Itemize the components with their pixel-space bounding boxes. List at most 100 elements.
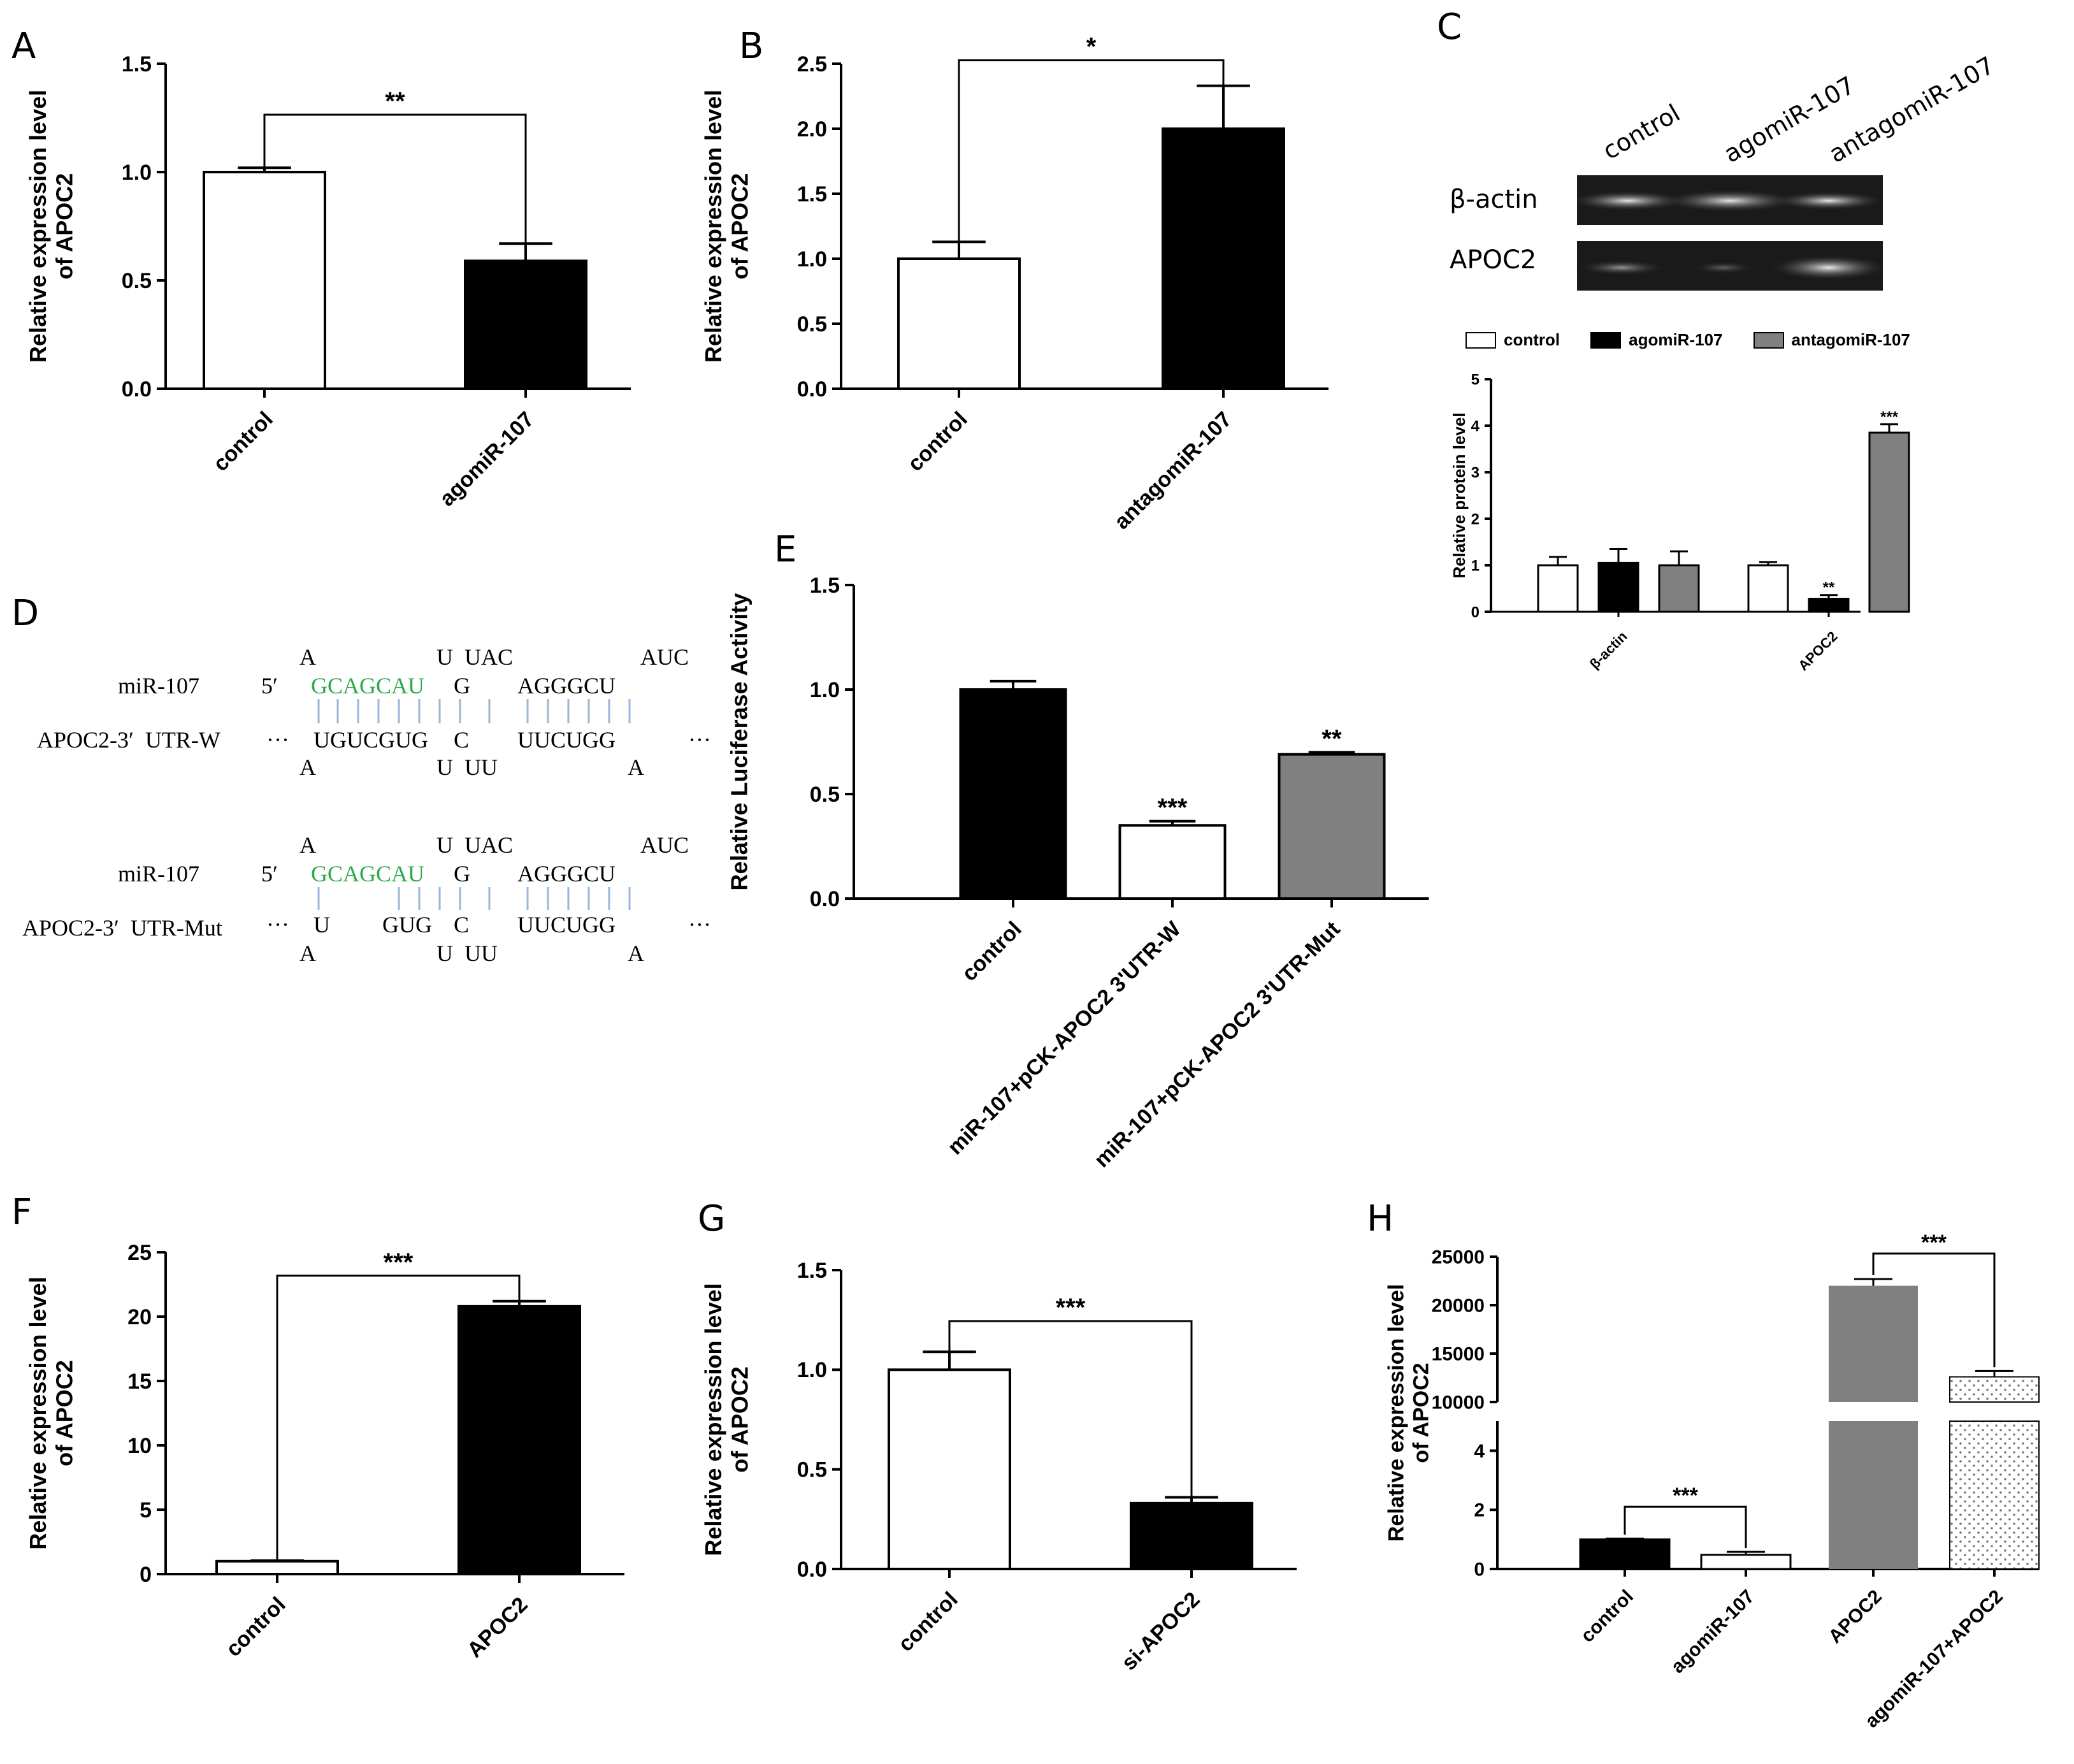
chart-c-bar	[1868, 431, 1910, 613]
chart-g-y-tick-label: 1.0	[797, 1358, 827, 1382]
chart-g-ylabel-line: of APOC2	[726, 1366, 753, 1473]
seq-w-top-bulge-1: A	[299, 644, 316, 670]
chart-g-sig-bracket	[948, 1320, 1193, 1498]
blot-band	[1577, 260, 1666, 275]
chart-g-sig-label: ***	[1056, 1294, 1086, 1322]
seq-w-mir-rest-2: AGGGCU	[517, 673, 616, 698]
seq-mut-utr-3: UUCUGG	[517, 912, 616, 937]
blot-band	[1567, 191, 1689, 211]
chart-f-y-tick-label: 20	[127, 1305, 152, 1329]
seq-mut-top-bulge-3: AUC	[640, 832, 689, 858]
chart-g-ylabel: Relative expression level of APOC2	[700, 1283, 753, 1556]
seq-mut-ellipsis-left: ···	[266, 912, 289, 937]
chart-c-bar	[1747, 564, 1789, 613]
chart-b-ylabel-line: Relative expression level	[700, 90, 726, 363]
seq-w-ellipsis-right: ···	[688, 727, 711, 753]
seq-w-utr-1: UGUCGUG	[313, 727, 428, 753]
chart-b-ylabel-line: of APOC2	[726, 173, 753, 280]
chart-h-lower-y-tick-label: 4	[1474, 1441, 1485, 1462]
chart-h-lower-y-tick-label: 2	[1474, 1500, 1485, 1521]
chart-h-bar	[1579, 1538, 1671, 1570]
chart-c-y-tick-label: 4	[1471, 417, 1480, 435]
chart-h-bar-lower	[1829, 1421, 1918, 1569]
blot-band	[1768, 255, 1889, 280]
chart-e-bar	[1278, 753, 1386, 900]
seq-mut-ellipsis-right: ···	[688, 912, 711, 937]
chart-h-sig-bracket	[1624, 1505, 1747, 1549]
chart-h-lower-y-tick-label: 0	[1474, 1559, 1485, 1580]
seq-w-top-bulge-2: U UAC	[436, 644, 514, 670]
chart-e-sig-mark: **	[1321, 725, 1342, 753]
chart-h-upper-y-tick-label: 25000	[1432, 1247, 1485, 1268]
seq-mut-mir-rest-1: G	[454, 861, 470, 886]
chart-b-y-tick-label: 1.5	[797, 182, 827, 206]
chart-c-y-tick-label: 2	[1471, 510, 1480, 528]
legend-swatch-agomir	[1590, 331, 1622, 349]
bp-lines-w	[317, 699, 631, 723]
chart-e-ylabel-line: Relative Luciferase Activity	[726, 593, 753, 891]
chart-c-y-tick-label: 1	[1471, 557, 1480, 574]
chart-f-ylabel-line: Relative expression level	[25, 1276, 51, 1549]
chart-e-ylabel: Relative Luciferase Activity	[726, 593, 753, 891]
chart-f-ylabel-line: of APOC2	[51, 1360, 77, 1466]
seq-w-five-prime: 5′	[261, 673, 278, 698]
chart-c-y-tick-label: 5	[1471, 371, 1480, 388]
chart-e-bar	[959, 688, 1067, 900]
legend-label-antagomir: antagomiR-107	[1791, 330, 1910, 349]
chart-f-y-tick-label: 0	[140, 1563, 152, 1587]
chart-g-bar	[888, 1368, 1011, 1570]
seq-w-bot-bulge-1: A	[299, 755, 316, 780]
seq-w-bot-bulge-3: A	[628, 755, 644, 780]
chart-a-y-tick-label: 0.0	[122, 377, 152, 401]
legend-c: control agomiR-107 antagomiR-107	[1465, 330, 1910, 350]
panel-label-e: E	[774, 529, 797, 570]
chart-h-sig-bracket	[1872, 1252, 1996, 1368]
chart-f-ylabel: Relative expression level of APOC2	[25, 1276, 77, 1549]
chart-g-y-tick-label: 0.0	[797, 1558, 827, 1582]
blot-band-actin	[1567, 175, 1886, 225]
chart-h-ylabel-line: Relative expression level	[1384, 1284, 1408, 1542]
chart-h-ylabel: Relative expression level of APOC2	[1384, 1284, 1433, 1542]
chart-a-y-tick-label: 1.0	[122, 161, 152, 185]
panel-label-f: F	[11, 1192, 32, 1233]
chart-g-y-tick-label: 0.5	[797, 1458, 827, 1482]
legend-swatch-control	[1465, 331, 1496, 349]
panel-label-g: G	[698, 1198, 726, 1240]
chart-h-bar-upper	[1949, 1376, 2040, 1403]
chart-b-y-tick-label: 0.0	[797, 377, 827, 401]
panel-label-h: H	[1367, 1198, 1394, 1240]
chart-f-y-tick-label: 5	[140, 1498, 152, 1522]
chart-b-sig-bracket	[958, 59, 1225, 242]
chart-a-sig-bracket	[263, 113, 527, 244]
seq-mut-utr-0: U	[313, 912, 330, 937]
chart-a-ylabel-line: Relative expression level	[25, 90, 51, 363]
seq-mut-mir-seed: GCAGCAU	[311, 861, 425, 886]
chart-b-y-tick-label: 0.5	[797, 312, 827, 336]
seq-mut-top-bulge-1: A	[299, 832, 316, 858]
seq-mut-mir-label: miR-107	[118, 861, 200, 886]
seq-mut-bot-bulge-3: A	[628, 941, 644, 966]
seq-w-mir-seed: GCAGCAU	[311, 673, 425, 698]
chart-c-ylabel: Relative protein level	[1450, 412, 1469, 578]
blot-band	[1692, 261, 1755, 274]
chart-c-bar	[1658, 564, 1700, 613]
chart-b-bar	[1162, 127, 1285, 390]
seq-w-ellipsis-left: ···	[266, 727, 289, 753]
chart-e-sig-mark: ***	[1158, 794, 1188, 822]
chart-h-sig-label: ***	[1673, 1484, 1698, 1508]
chart-c-y-tick-label: 0	[1471, 604, 1480, 621]
seq-w-mir-rest-1: G	[454, 673, 470, 698]
chart-f-sig-label: ***	[384, 1248, 414, 1276]
seq-w-utr-3: UUCUGG	[517, 727, 616, 753]
blot-band	[1660, 189, 1800, 212]
chart-f-bar	[457, 1305, 581, 1576]
chart-b-y-tick-label: 1.0	[797, 247, 827, 271]
blot-actin-bands	[1567, 189, 1886, 212]
seq-mut-top-bulge-2: U UAC	[436, 832, 514, 858]
chart-g-y-tick-label: 1.5	[797, 1259, 827, 1283]
chart-h-bar-upper	[1829, 1285, 1918, 1402]
chart-f-y-tick-label: 15	[127, 1370, 152, 1394]
chart-c-sig-mark: **	[1823, 579, 1835, 596]
